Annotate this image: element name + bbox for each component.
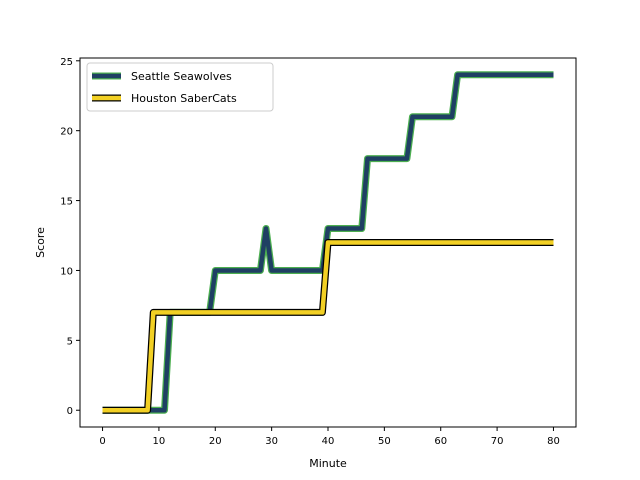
- x-tick-label: 20: [209, 436, 222, 447]
- x-tick-label: 50: [378, 436, 391, 447]
- x-tick-label: 80: [547, 436, 560, 447]
- plot-lines: [102, 71, 554, 414]
- x-axis-ticks: 0 10 20 30 40 50 60 70 80: [99, 427, 560, 447]
- y-tick-label: 25: [60, 57, 73, 68]
- legend-item: Seattle Seawolves: [92, 70, 232, 83]
- y-tick-label: 10: [60, 266, 73, 277]
- legend: Seattle Seawolves Houston SaberCats: [86, 62, 274, 112]
- legend-item: Houston SaberCats: [92, 92, 237, 105]
- y-tick-label: 20: [60, 127, 73, 138]
- x-tick-label: 10: [153, 436, 166, 447]
- legend-label: Houston SaberCats: [131, 92, 237, 105]
- y-axis-label: Score: [34, 227, 47, 258]
- series-line: [102, 240, 554, 413]
- y-tick-label: 15: [60, 197, 73, 208]
- y-tick-label: 0: [67, 406, 73, 417]
- legend-label: Seattle Seawolves: [131, 70, 232, 83]
- x-axis-label: Minute: [309, 457, 347, 470]
- x-tick-label: 30: [265, 436, 278, 447]
- legend-box: [86, 62, 274, 112]
- x-tick-label: 70: [491, 436, 504, 447]
- y-axis-ticks: 0 5 10 15 20 25: [60, 57, 80, 417]
- x-tick-label: 0: [99, 436, 105, 447]
- y-tick-label: 5: [67, 336, 73, 347]
- series-1: [102, 239, 554, 414]
- x-tick-label: 40: [322, 436, 335, 447]
- x-tick-label: 60: [434, 436, 447, 447]
